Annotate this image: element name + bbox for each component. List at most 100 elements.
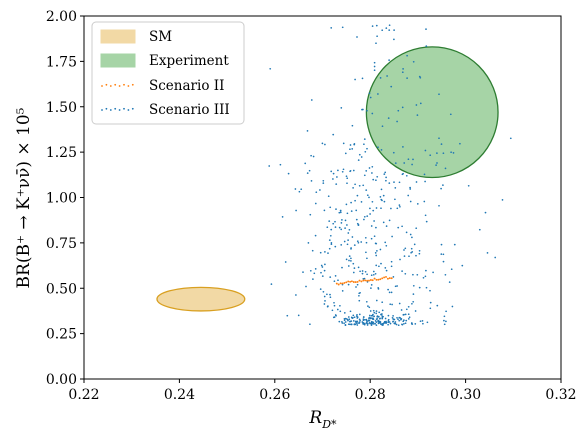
scenario-iii-point [418, 249, 421, 252]
scenario-iii-point [308, 169, 311, 172]
legend-dot [105, 83, 108, 86]
scenario-ii-point [350, 280, 353, 283]
scenario-iii-point [374, 320, 377, 322]
scenario-iii-point [375, 318, 378, 320]
scenario-iii-point [366, 322, 369, 325]
scenario-ii-point [360, 280, 363, 283]
scenario-ii-point [356, 280, 359, 283]
legend-dot [101, 109, 103, 111]
scenario-iii-point [319, 288, 322, 290]
scenario-iii-point [328, 239, 331, 241]
scenario-iii-point [337, 279, 339, 282]
scenario-iii-point [323, 209, 326, 212]
scenario-iii-point [424, 214, 427, 217]
scenario-iii-point [366, 194, 369, 197]
scenario-iii-point [391, 303, 393, 306]
scenario-iii-point [335, 183, 338, 185]
scenario-iii-point [270, 283, 273, 285]
legend-label-sm: SM [149, 29, 172, 45]
x-tick-label: 0.24 [164, 387, 195, 403]
scenario-iii-point [351, 317, 354, 319]
scenario-iii-point [370, 284, 373, 286]
scenario-iii-point [415, 254, 417, 257]
scenario-iii-point [370, 324, 373, 326]
scenario-iii-point [392, 276, 395, 278]
scenario-iii-point [347, 239, 349, 241]
scenario-iii-point [366, 324, 369, 326]
scenario-iii-point [392, 320, 394, 323]
scenario-iii-point [333, 304, 336, 307]
scenario-iii-point [302, 271, 304, 273]
scenario-iii-point [373, 69, 376, 72]
scenario-iii-point [336, 176, 338, 178]
scenario-iii-point [324, 263, 326, 266]
scenario-iii-point [436, 152, 438, 154]
scenario-iii-point [334, 245, 337, 248]
scenario-iii-point [329, 276, 332, 278]
scenario-iii-point [354, 78, 356, 81]
scenario-iii-point [335, 208, 337, 210]
scenario-iii-point [349, 170, 351, 173]
scenario-iii-point [394, 198, 396, 201]
scenario-iii-point [341, 170, 344, 173]
scenario-iii-point [356, 316, 359, 318]
scenario-iii-point [358, 299, 361, 302]
scenario-iii-point [337, 169, 339, 172]
scenario-iii-point [355, 322, 358, 324]
scenario-iii-point [327, 252, 329, 254]
scenario-iii-point [368, 167, 371, 169]
scenario-iii-point [403, 319, 405, 321]
scenario-iii-point [350, 257, 352, 260]
scenario-iii-point [397, 226, 400, 229]
scenario-iii-point [440, 243, 443, 246]
scenario-iii-point [364, 236, 367, 239]
scenario-iii-point [376, 250, 378, 252]
region-sm [156, 286, 246, 312]
scenario-iii-point [350, 260, 352, 262]
scenario-iii-point [373, 315, 375, 318]
scenario-ii-point [358, 279, 361, 282]
scenario-iii-point [411, 163, 413, 166]
legend-dot [127, 85, 130, 87]
scenario-ii-point [337, 283, 340, 286]
scenario-iii-point [372, 270, 375, 273]
scenario-iii-point [307, 242, 310, 244]
scenario-iii-point [363, 143, 365, 146]
legend-label-scenario-iii: Scenario III [149, 102, 230, 118]
scenario-iii-point [385, 244, 388, 247]
legend-dot [123, 107, 125, 110]
x-tick-label: 0.32 [545, 387, 576, 403]
scenario-iii-point [357, 224, 360, 226]
x-tick-label: 0.30 [450, 387, 481, 403]
scenario-iii-point [306, 130, 309, 132]
scenario-iii-point [416, 273, 419, 276]
scenario-iii-point [324, 300, 326, 302]
legend-dot [131, 107, 134, 110]
scenario-iii-point [333, 280, 336, 283]
scenario-iii-point [429, 289, 431, 292]
scenario-iii-point [341, 290, 344, 292]
scenario-iii-point [349, 310, 352, 313]
scenario-iii-point [332, 133, 335, 136]
scenario-iii-point [424, 275, 427, 278]
scenario-iii-point [392, 315, 394, 317]
scenario-iii-point [415, 227, 418, 230]
scenario-iii-point [346, 243, 349, 246]
scenario-iii-point [353, 267, 356, 269]
scenario-iii-point [381, 309, 384, 312]
scenario-iii-point [348, 318, 351, 321]
scenario-iii-point [484, 211, 487, 214]
scenario-iii-point [375, 24, 378, 27]
scenario-iii-point [347, 265, 350, 267]
scenario-iii-point [401, 225, 403, 228]
scenario-iii-point [421, 320, 424, 322]
scenario-iii-point [448, 281, 451, 283]
scenario-iii-point [375, 324, 378, 326]
scenario-ii-point [347, 280, 350, 283]
scenario-iii-point [330, 243, 333, 246]
scenario-iii-point [342, 168, 345, 171]
scenario-iii-point [362, 316, 365, 318]
scenario-iii-point [374, 252, 377, 254]
scenario-iii-point [396, 285, 398, 287]
scenario-iii-point [387, 288, 389, 291]
